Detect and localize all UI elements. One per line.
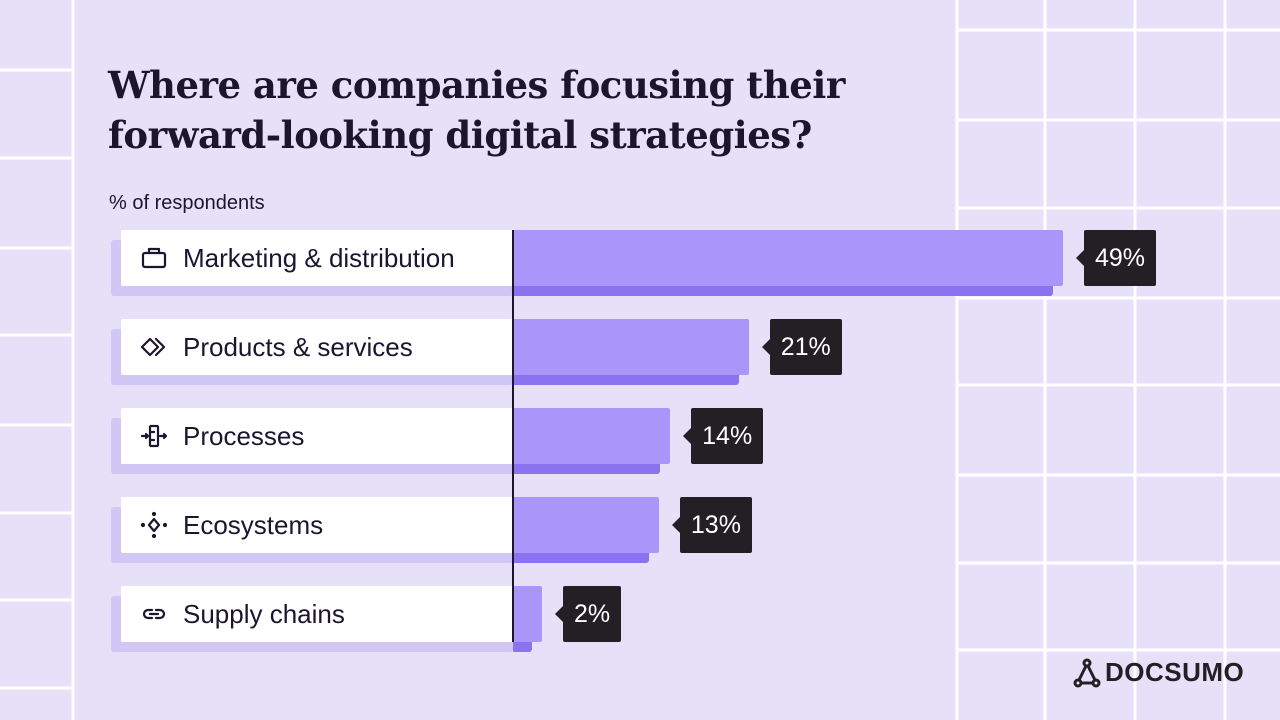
briefcase-icon xyxy=(141,247,167,269)
link-icon xyxy=(142,608,166,620)
bar-row: Marketing & distribution 49% xyxy=(0,230,1280,296)
bar xyxy=(513,230,1063,286)
docsumo-logo-icon xyxy=(1073,658,1101,687)
chart-title: Where are companies focusing their forwa… xyxy=(108,63,845,157)
ecosystem-icon xyxy=(140,511,168,539)
category-name: Ecosystems xyxy=(183,509,324,540)
category-name: Products & services xyxy=(183,331,413,362)
category-label: Products & services xyxy=(121,319,513,375)
bar xyxy=(513,319,749,375)
bar-row: Products & services 21% xyxy=(0,319,1280,385)
category-label: Supply chains xyxy=(121,586,513,642)
category-name: Processes xyxy=(183,420,305,451)
bar xyxy=(513,408,671,464)
data-label: 21% xyxy=(761,319,842,375)
category-name: Marketing & distribution xyxy=(183,242,455,273)
bar xyxy=(513,497,659,553)
bar-row: Supply chains 2% xyxy=(0,586,1280,652)
data-label: 49% xyxy=(1075,230,1157,286)
category-label: Ecosystems xyxy=(121,497,513,553)
data-label: 2% xyxy=(554,586,622,642)
data-label: 13% xyxy=(671,497,752,553)
brand-name: DOCSUMO xyxy=(1105,657,1245,687)
bar-row: Processes 14% xyxy=(0,408,1280,474)
category-name: Supply chains xyxy=(183,598,345,629)
category-label: Marketing & distribution xyxy=(121,230,513,286)
chart-subtitle: % of respondents xyxy=(109,192,265,214)
category-label: Processes xyxy=(121,408,513,464)
baseline-axis xyxy=(512,230,514,642)
diamonds-icon xyxy=(140,337,166,357)
bar xyxy=(513,586,542,642)
bar-row: Ecosystems 13% xyxy=(0,497,1280,563)
docsumo-logo: DOCSUMO xyxy=(1073,657,1244,688)
process-icon xyxy=(140,424,168,448)
data-label: 14% xyxy=(683,408,764,464)
